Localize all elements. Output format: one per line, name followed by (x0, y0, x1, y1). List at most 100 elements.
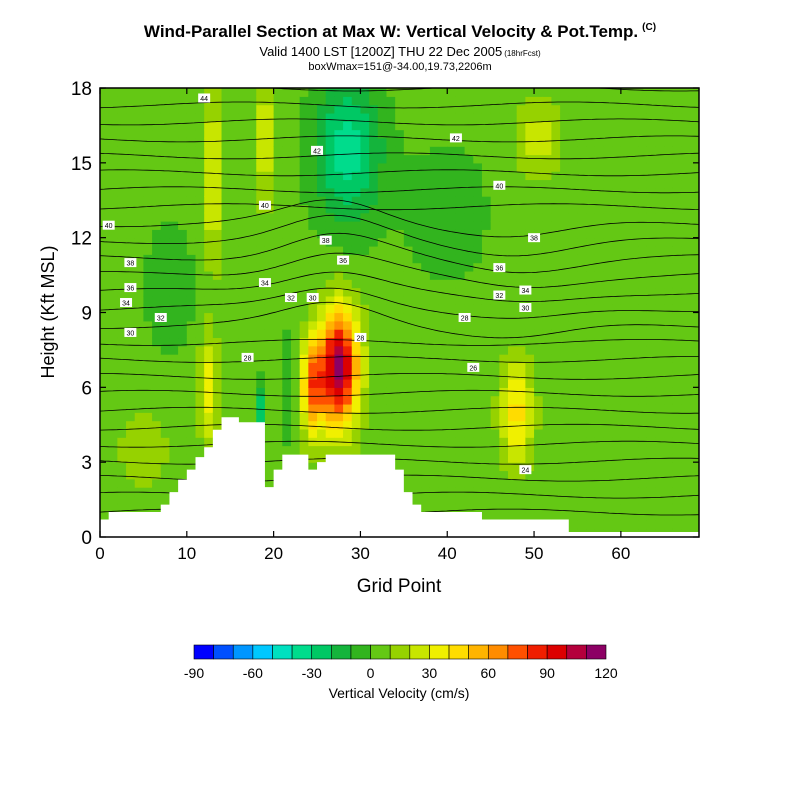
velocity-cell (403, 395, 414, 405)
velocity-cell (212, 104, 223, 114)
velocity-cell (681, 229, 691, 239)
velocity-cell (100, 279, 110, 289)
velocity-cell (334, 187, 344, 197)
velocity-cell (464, 137, 474, 147)
velocity-cell (542, 245, 553, 255)
velocity-cell (612, 312, 622, 322)
velocity-cell (664, 370, 674, 380)
velocity-cell (603, 154, 613, 164)
velocity-cell (317, 129, 327, 139)
velocity-cell (516, 412, 526, 422)
velocity-cell (108, 453, 118, 463)
velocity-cell (403, 403, 414, 413)
x-axis-label: Grid Point (357, 576, 442, 597)
velocity-cell (308, 379, 318, 388)
velocity-cell (690, 478, 699, 488)
velocity-cell (455, 362, 466, 372)
theta-label-bg (467, 362, 480, 372)
velocity-cell (438, 445, 448, 455)
velocity-cell (108, 104, 118, 114)
velocity-cell (195, 287, 205, 297)
velocity-cell (395, 412, 405, 422)
velocity-cell (586, 495, 596, 505)
velocity-cell (551, 304, 561, 314)
velocity-cell (490, 462, 500, 472)
velocity-cell (238, 245, 249, 255)
velocity-cell (186, 171, 197, 181)
velocity-cell (534, 362, 544, 372)
velocity-cell (126, 112, 136, 122)
colorbar-tick-label: -60 (243, 665, 263, 681)
velocity-cell (186, 146, 197, 156)
velocity-cell (160, 287, 171, 297)
velocity-cell (629, 295, 639, 305)
velocity-cell (499, 495, 509, 505)
velocity-cell (195, 304, 205, 314)
velocity-cell (325, 254, 335, 264)
velocity-cell (377, 304, 388, 314)
velocity-cell (221, 171, 231, 181)
velocity-cell (369, 379, 379, 388)
velocity-cell (230, 112, 240, 122)
velocity-cell (646, 137, 657, 147)
velocity-cell (577, 104, 587, 114)
velocity-cell (664, 295, 674, 305)
velocity-cell (369, 345, 379, 355)
velocity-cell (117, 362, 127, 372)
velocity-cell (473, 345, 483, 355)
velocity-cell (334, 96, 344, 106)
colorbar: -90 -60 -30 0 30 60 90 120 (184, 644, 618, 681)
velocity-cell (464, 420, 474, 430)
velocity-cell (690, 279, 699, 289)
velocity-cell (551, 337, 561, 347)
velocity-cell (481, 88, 492, 97)
velocity-cell (586, 295, 596, 305)
velocity-cell (655, 487, 665, 497)
velocity-cell (516, 129, 526, 139)
velocity-cell (403, 287, 414, 297)
velocity-cell (325, 196, 335, 206)
velocity-cell (577, 204, 587, 214)
velocity-cell (134, 112, 145, 122)
velocity-cell (664, 329, 674, 339)
velocity-cell (455, 104, 466, 114)
velocity-cell (421, 96, 431, 106)
velocity-cell (108, 121, 118, 131)
velocity-cell (143, 196, 153, 206)
velocity-cell (152, 412, 162, 422)
velocity-cell (594, 453, 605, 463)
velocity-cell (100, 362, 110, 372)
colorbar-tick-label: -30 (302, 665, 322, 681)
velocity-cell (369, 179, 379, 189)
velocity-cell (152, 229, 162, 239)
velocity-cell (438, 503, 448, 513)
velocity-cell (672, 254, 683, 264)
velocity-cell (238, 187, 249, 197)
velocity-cell (473, 112, 483, 122)
velocity-cell (586, 354, 596, 363)
velocity-cell (681, 104, 691, 114)
velocity-cell (247, 88, 257, 97)
velocity-cell (638, 320, 648, 330)
velocity-cell (290, 121, 301, 131)
velocity-cell (230, 96, 240, 106)
velocity-cell (290, 137, 301, 147)
velocity-cell (525, 196, 535, 206)
velocity-cell (672, 287, 683, 297)
velocity-cell (560, 478, 570, 488)
velocity-cell (655, 254, 665, 264)
velocity-cell (542, 320, 553, 330)
velocity-cell (516, 503, 526, 513)
velocity-cell (204, 370, 214, 380)
velocity-cell (247, 254, 257, 264)
velocity-cell (577, 487, 587, 497)
velocity-cell (620, 279, 631, 289)
velocity-cell (108, 154, 118, 164)
velocity-cell (221, 270, 231, 280)
velocity-cell (464, 237, 474, 247)
velocity-cell (360, 104, 370, 114)
velocity-cell (317, 345, 327, 355)
velocity-cell (620, 462, 631, 472)
velocity-cell (560, 370, 570, 380)
velocity-cell (282, 270, 292, 280)
